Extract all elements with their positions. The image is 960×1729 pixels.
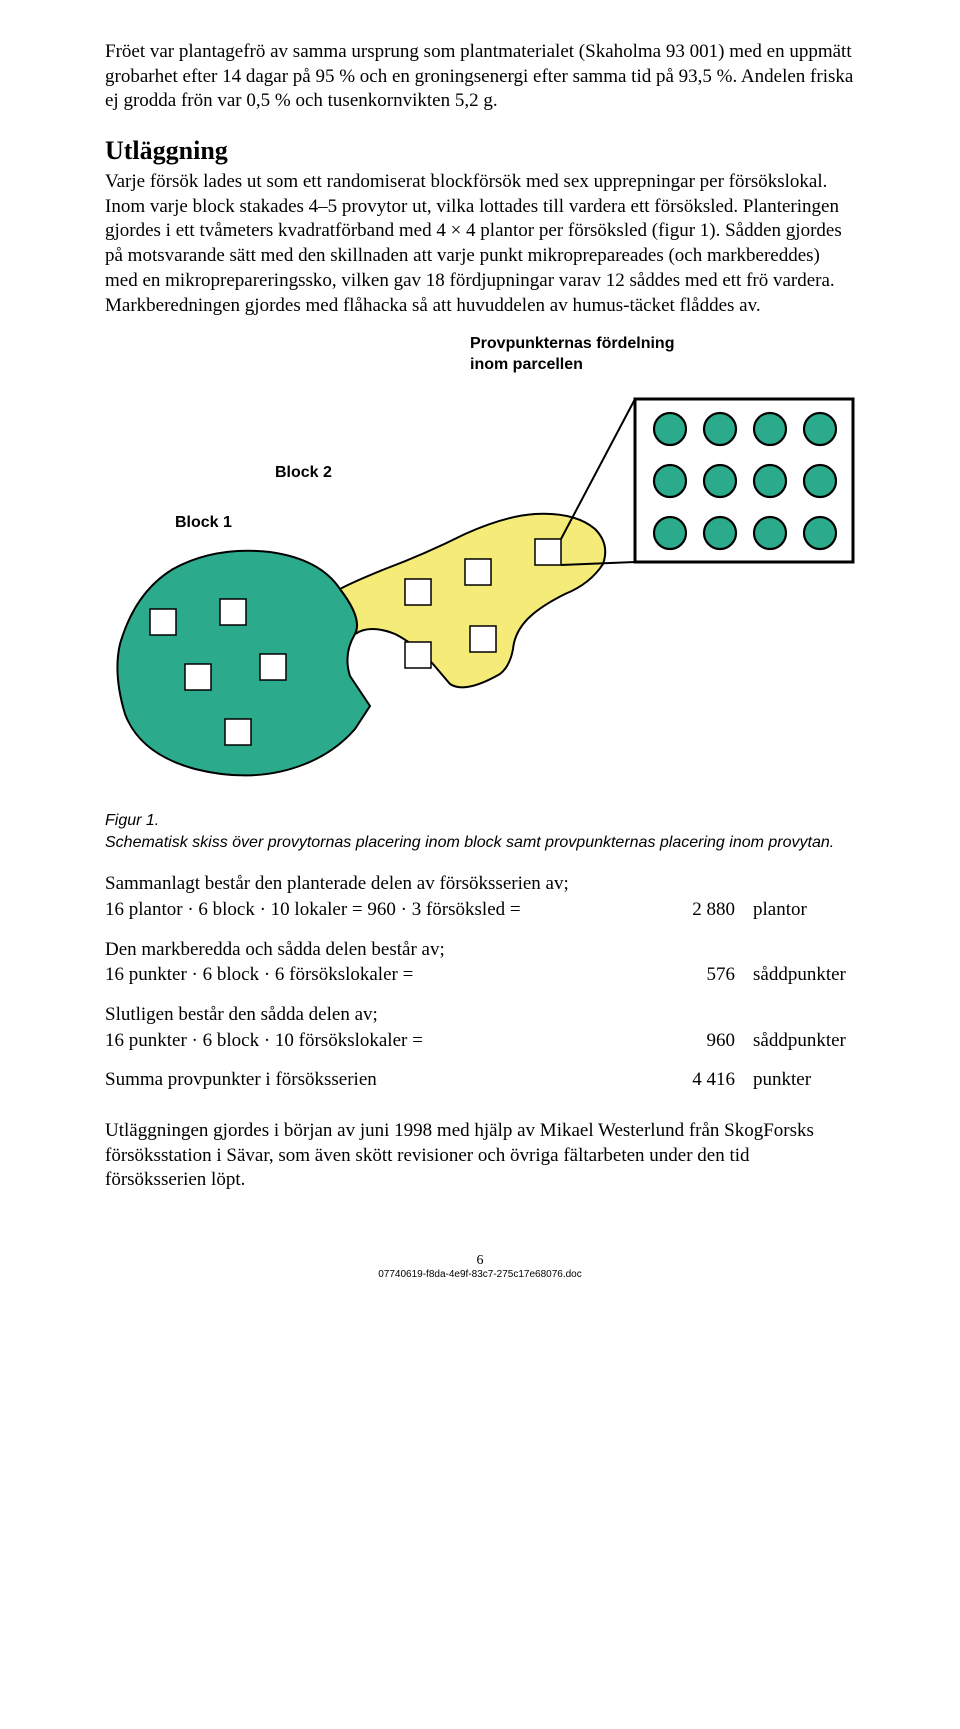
summary-3-unit: såddpunkter: [735, 1028, 855, 1054]
summary-1: Sammanlagt består den planterade delen a…: [105, 871, 855, 922]
figure-svg: [105, 334, 855, 804]
summary-1-unit: plantor: [735, 897, 855, 923]
summary-4-val: 4 416: [655, 1067, 735, 1093]
block-2-shape: [340, 514, 605, 688]
figure-1: Provpunkternas fördelning inom parcellen…: [105, 334, 855, 804]
summary-2: Den markberedda och sådda delen består a…: [105, 937, 855, 988]
summary-2-val: 576: [655, 962, 735, 988]
block-1-label: Block 1: [175, 514, 232, 532]
figure-caption-text: Schematisk skiss över provytornas placer…: [105, 834, 834, 851]
summary-4: Summa provpunkter i försöksserien 4 416 …: [105, 1067, 855, 1093]
paragraph-utlaggning: Varje försök lades ut som ett randomiser…: [105, 170, 855, 318]
summary-2-unit: såddpunkter: [735, 962, 855, 988]
doc-filename: 07740619-f8da-4e9f-83c7-275c17e68076.doc: [105, 1269, 855, 1280]
figure-number: Figur 1.: [105, 812, 159, 829]
summary-3-calc: 16 punkter · 6 block · 10 försökslokaler…: [105, 1028, 655, 1054]
summary-1-val: 2 880: [655, 897, 735, 923]
page-footer: 6 07740619-f8da-4e9f-83c7-275c17e68076.d…: [105, 1253, 855, 1280]
callout-line-2: inom parcellen: [470, 356, 583, 373]
summary-4-calc: Summa provpunkter i försöksserien: [105, 1067, 655, 1093]
summary-3-intro: Slutligen består den sådda delen av;: [105, 1002, 855, 1028]
page-number: 6: [105, 1253, 855, 1269]
block-2-label: Block 2: [275, 464, 332, 482]
summary-1-intro: Sammanlagt består den planterade delen a…: [105, 871, 855, 897]
summary-4-unit: punkter: [735, 1067, 855, 1093]
heading-utlaggning: Utläggning: [105, 136, 855, 166]
summary-3-val: 960: [655, 1028, 735, 1054]
callout-label: Provpunkternas fördelning inom parcellen: [470, 334, 674, 376]
figure-caption: Figur 1. Schematisk skiss över provytorn…: [105, 810, 855, 853]
paragraph-intro: Fröet var plantagefrö av samma ursprung …: [105, 40, 855, 114]
callout-line-1: Provpunkternas fördelning: [470, 335, 674, 352]
summary-2-intro: Den markberedda och sådda delen består a…: [105, 937, 855, 963]
summary-3: Slutligen består den sådda delen av; 16 …: [105, 1002, 855, 1053]
summary-2-calc: 16 punkter · 6 block · 6 försökslokaler …: [105, 962, 655, 988]
summary-1-calc: 16 plantor · 6 block · 10 lokaler = 960 …: [105, 897, 655, 923]
paragraph-closing: Utläggningen gjordes i början av juni 19…: [105, 1119, 855, 1193]
